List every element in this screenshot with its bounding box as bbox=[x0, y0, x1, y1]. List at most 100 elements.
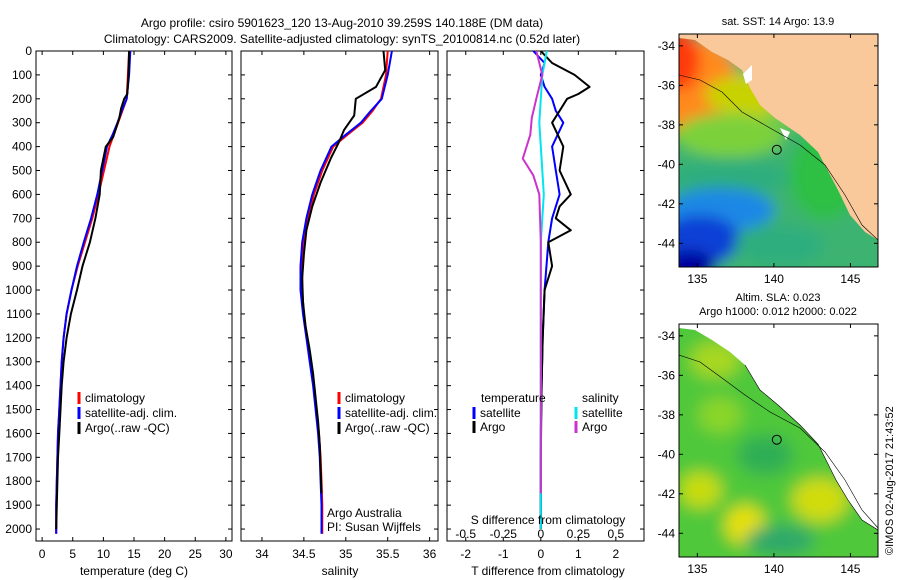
sst-map-axes: 135 140 145 -34 -36 -38 -40 -42 -44 bbox=[658, 34, 878, 286]
depth-tick-label: 300 bbox=[12, 116, 32, 130]
x-tick-label: 36 bbox=[423, 547, 437, 561]
depth-tick-label: 0 bbox=[25, 44, 32, 58]
lat-tick-label: -34 bbox=[658, 329, 676, 343]
depth-tick-label: 1400 bbox=[5, 379, 32, 393]
x-tick-label: 5 bbox=[69, 547, 76, 561]
lat-tick-label: -42 bbox=[658, 487, 676, 501]
x-tick-label: -2 bbox=[460, 547, 471, 561]
legend-entry: climatology bbox=[85, 391, 145, 405]
temperature-plot-frame bbox=[35, 50, 233, 542]
difference-panel: -2 -1 0 1 2 -0.5 -0.25 0 0.25 0.5 temperature sali… bbox=[446, 50, 645, 578]
argo-location-marker-sst bbox=[771, 144, 782, 155]
temperature-x-axis: 0 5 10 15 20 25 30 bbox=[39, 51, 233, 561]
t-difference-label: T difference from climatology bbox=[471, 564, 625, 578]
depth-tick-label: 1000 bbox=[5, 283, 32, 297]
depth-tick-label: 900 bbox=[12, 259, 32, 273]
depth-tick-label: 200 bbox=[12, 92, 32, 106]
salinity-profiles bbox=[299, 51, 393, 534]
profile-line-salinity-argo bbox=[521, 51, 544, 494]
lat-tick-label: -34 bbox=[658, 39, 676, 53]
sla-map-title: Altim. SLA: 0.023 bbox=[736, 292, 821, 304]
lat-tick-label: -42 bbox=[658, 197, 676, 211]
difference-profiles bbox=[521, 51, 591, 529]
s-difference-tick-label: -0.25 bbox=[490, 527, 518, 541]
depth-tick-label: 1300 bbox=[5, 355, 32, 369]
depth-tick-label: 1200 bbox=[5, 331, 32, 345]
depth-tick-label: 2000 bbox=[5, 522, 32, 536]
lat-tick-label: -40 bbox=[658, 157, 676, 171]
depth-tick-label: 400 bbox=[12, 140, 32, 154]
difference-plot-frame bbox=[446, 50, 645, 542]
sla-field bbox=[679, 324, 878, 557]
profile-line-argo-raw-qc- bbox=[55, 51, 131, 530]
lat-tick-label: -38 bbox=[658, 118, 676, 132]
lat-tick-label: -36 bbox=[658, 368, 676, 382]
x-tick-label: 35 bbox=[339, 547, 353, 561]
lat-tick-label: -40 bbox=[658, 447, 676, 461]
lat-tick-label: -38 bbox=[658, 408, 676, 422]
lat-tick-label: -44 bbox=[658, 526, 676, 540]
figure-subtitle: Climatology: CARS2009. Satellite-adjuste… bbox=[104, 32, 580, 46]
s-difference-tick-label: 0.25 bbox=[567, 527, 591, 541]
sst-land bbox=[679, 34, 878, 240]
x-tick-label: 2 bbox=[613, 547, 620, 561]
lon-tick-label: 145 bbox=[840, 562, 860, 576]
legend-header-temperature: temperature bbox=[481, 391, 546, 405]
legend-entry: Argo(..raw -QC) bbox=[345, 421, 430, 435]
x-tick-label: 0 bbox=[39, 547, 46, 561]
difference-depth-ticks bbox=[447, 50, 644, 530]
s-difference-tick-label: 0 bbox=[537, 527, 544, 541]
s-difference-tick-label: 0.5 bbox=[608, 527, 625, 541]
depth-tick-label: 1900 bbox=[5, 498, 32, 512]
sla-land bbox=[679, 324, 878, 530]
figure-title: Argo profile: csiro 5901623_120 13-Aug-2… bbox=[141, 16, 543, 30]
depth-tick-label: 700 bbox=[12, 211, 32, 225]
x-tick-label: 34.5 bbox=[292, 547, 316, 561]
x-tick-label: 15 bbox=[127, 547, 141, 561]
x-tick-label: 30 bbox=[219, 547, 233, 561]
s-difference-label: S difference from climatology bbox=[471, 513, 626, 527]
salinity-x-label: salinity bbox=[322, 564, 359, 578]
depth-tick-label: 800 bbox=[12, 235, 32, 249]
argo-location-marker-sla bbox=[771, 434, 782, 445]
salinity-plot-frame bbox=[240, 50, 439, 542]
sla-map-axes: 135 140 145 -34 -36 -38 -40 -42 -44 bbox=[658, 324, 878, 576]
sst-map: sat. SST: 14 Argo: 13.9 bbox=[658, 16, 879, 286]
x-tick-label: -1 bbox=[498, 547, 509, 561]
lat-tick-label: -36 bbox=[658, 78, 676, 92]
depth-tick-label: 1500 bbox=[5, 403, 32, 417]
legend-entry: Argo bbox=[582, 420, 608, 434]
x-tick-label: 35.5 bbox=[376, 547, 400, 561]
x-tick-label: 10 bbox=[97, 547, 111, 561]
sst-field bbox=[679, 34, 878, 267]
legend-entry: satellite bbox=[480, 406, 521, 420]
credit-line-1: Argo Australia bbox=[327, 506, 402, 520]
legend-entry: satellite-adj. clim. bbox=[85, 406, 177, 420]
legend-entry: Argo(..raw -QC) bbox=[85, 421, 170, 435]
x-tick-label: 1 bbox=[575, 547, 582, 561]
depth-tick-label: 100 bbox=[12, 68, 32, 82]
depth-axis: 0 100 200 300 400 500 600 700 800 900 1000 1100 1200… bbox=[5, 44, 232, 536]
lon-tick-label: 145 bbox=[840, 272, 860, 286]
sst-map-title: sat. SST: 14 Argo: 13.9 bbox=[722, 16, 835, 28]
imos-timestamp: ©IMOS 02-Aug-2017 21:43:52 bbox=[884, 406, 896, 555]
lon-tick-label: 140 bbox=[764, 272, 784, 286]
temperature-panel: 0100200300400500600700800900100011001200… bbox=[5, 44, 233, 578]
depth-tick-label: 1100 bbox=[6, 307, 32, 321]
sla-map-subtitle: Argo h1000: 0.012 h2000: 0.022 bbox=[699, 306, 857, 318]
depth-tick-label: 1700 bbox=[5, 450, 32, 464]
difference-legend: temperature salinitysatelliteArgosatellit… bbox=[472, 391, 623, 434]
profile-line-temperature-argo bbox=[539, 51, 591, 529]
salinity-depth-ticks bbox=[241, 50, 438, 530]
depth-tick-label: 500 bbox=[12, 164, 32, 178]
salinity-x-axis: 34 34.5 35 35.5 36 bbox=[255, 51, 437, 561]
salinity-panel: 34 34.5 35 35.5 36 climatologysatellite-adj.… bbox=[240, 50, 439, 578]
lon-tick-label: 135 bbox=[687, 562, 707, 576]
legend-header-salinity: salinity bbox=[582, 391, 619, 405]
lon-tick-label: 135 bbox=[687, 272, 707, 286]
difference-x-axis: -2 -1 0 1 2 -0.5 -0.25 0 0.25 0.5 bbox=[455, 51, 625, 561]
s-difference-tick-label: -0.5 bbox=[455, 527, 476, 541]
legend-entry: Argo bbox=[480, 420, 506, 434]
